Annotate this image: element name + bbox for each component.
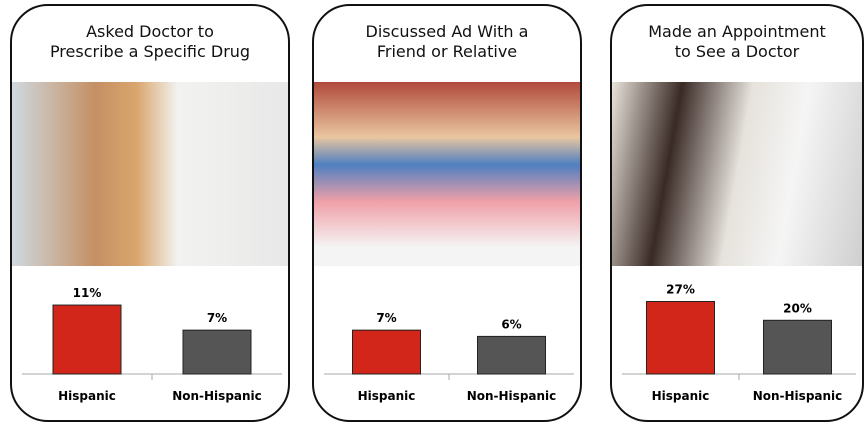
panel: Asked Doctor to Prescribe a Specific Dru… xyxy=(10,4,290,422)
x-tick-label: Non-Hispanic xyxy=(753,389,843,403)
panel-title: Asked Doctor to Prescribe a Specific Dru… xyxy=(49,22,251,61)
bar xyxy=(477,335,546,375)
value-label: 6% xyxy=(501,317,521,331)
x-tick-label: Hispanic xyxy=(58,389,116,403)
panel: Discussed Ad With a Friend or Relative H… xyxy=(312,4,582,422)
x-tick-label: Hispanic xyxy=(652,389,710,403)
panel-title: Discussed Ad With a Friend or Relative xyxy=(365,22,529,61)
chart: Hispanic 27% Non-Hispanic 20% xyxy=(622,282,856,403)
value-label: 7% xyxy=(207,311,227,325)
chart: Hispanic 11% Non-Hispanic 7% xyxy=(22,286,282,403)
value-label: 20% xyxy=(783,301,812,315)
bar xyxy=(763,319,832,375)
value-label: 27% xyxy=(666,282,695,296)
bar xyxy=(182,329,252,375)
x-tick-label: Non-Hispanic xyxy=(172,389,262,403)
bar xyxy=(646,300,715,375)
photo xyxy=(314,82,580,266)
bar xyxy=(352,329,421,375)
x-tick-label: Non-Hispanic xyxy=(467,389,557,403)
x-tick-label: Hispanic xyxy=(358,389,416,403)
bar xyxy=(52,304,122,375)
photo xyxy=(12,82,288,266)
value-label: 11% xyxy=(73,286,102,300)
photo xyxy=(612,82,862,266)
chart: Hispanic 7% Non-Hispanic 6% xyxy=(324,311,574,403)
panel: Made an Appointment to See a Doctor Hisp… xyxy=(610,4,864,422)
panel-title: Made an Appointment to See a Doctor xyxy=(648,22,826,61)
value-label: 7% xyxy=(376,311,396,325)
